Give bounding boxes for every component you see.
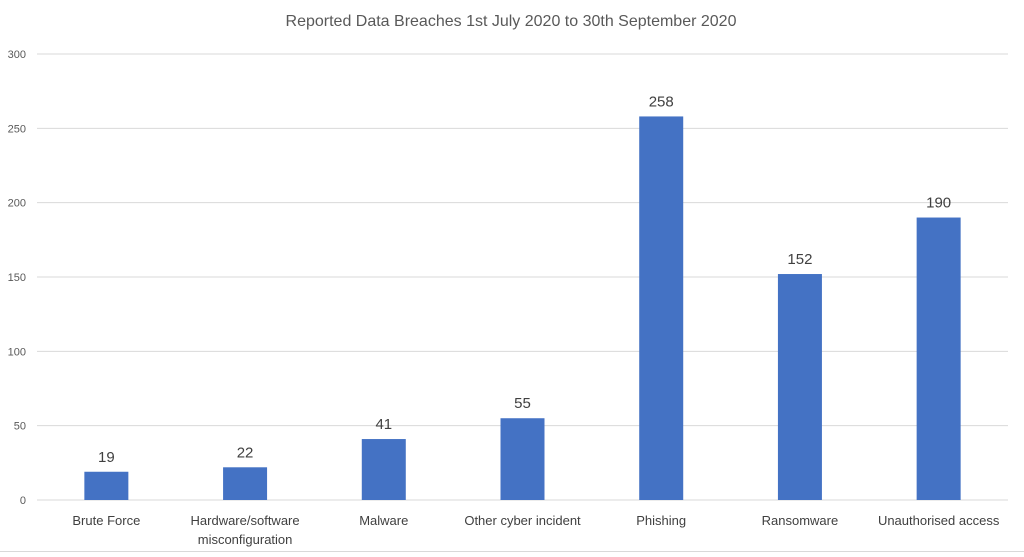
bar xyxy=(84,471,129,500)
bar xyxy=(223,467,268,500)
bar xyxy=(361,439,406,500)
bar xyxy=(639,116,684,500)
data-label: 22 xyxy=(237,444,254,461)
y-axis-tick-labels: 0 50 100 150 200 250 300 xyxy=(8,49,26,507)
bars xyxy=(84,116,961,501)
y-tick-label: 200 xyxy=(8,198,26,210)
bar xyxy=(777,274,822,500)
y-tick-label: 150 xyxy=(8,272,26,284)
bar xyxy=(916,217,961,501)
data-label: 41 xyxy=(375,416,392,433)
data-labels: 19 22 41 55 258 152 190 xyxy=(98,93,951,465)
data-label: 190 xyxy=(926,195,951,212)
bar xyxy=(500,418,545,500)
y-tick-label: 50 xyxy=(14,421,26,433)
category-label: Malware xyxy=(359,513,408,528)
category-label: Phishing xyxy=(636,513,686,528)
category-label: Ransomware xyxy=(762,513,839,528)
category-label: Unauthorised access xyxy=(878,513,1000,528)
y-tick-label: 0 xyxy=(20,495,26,507)
y-tick-label: 300 xyxy=(8,49,26,61)
chart-title: Reported Data Breaches 1st July 2020 to … xyxy=(286,13,737,30)
data-label: 258 xyxy=(649,93,674,110)
data-label: 152 xyxy=(787,251,812,268)
gridlines xyxy=(37,53,1008,501)
category-label: Hardware/software misconfiguration xyxy=(191,513,300,547)
data-label: 55 xyxy=(514,395,531,412)
category-label: Other cyber incident xyxy=(464,513,581,528)
category-labels: Brute Force Hardware/software misconfigura… xyxy=(72,513,999,547)
category-label: Brute Force xyxy=(72,513,140,528)
y-tick-label: 250 xyxy=(8,123,26,135)
data-label: 19 xyxy=(98,449,115,466)
y-tick-label: 100 xyxy=(8,346,26,358)
